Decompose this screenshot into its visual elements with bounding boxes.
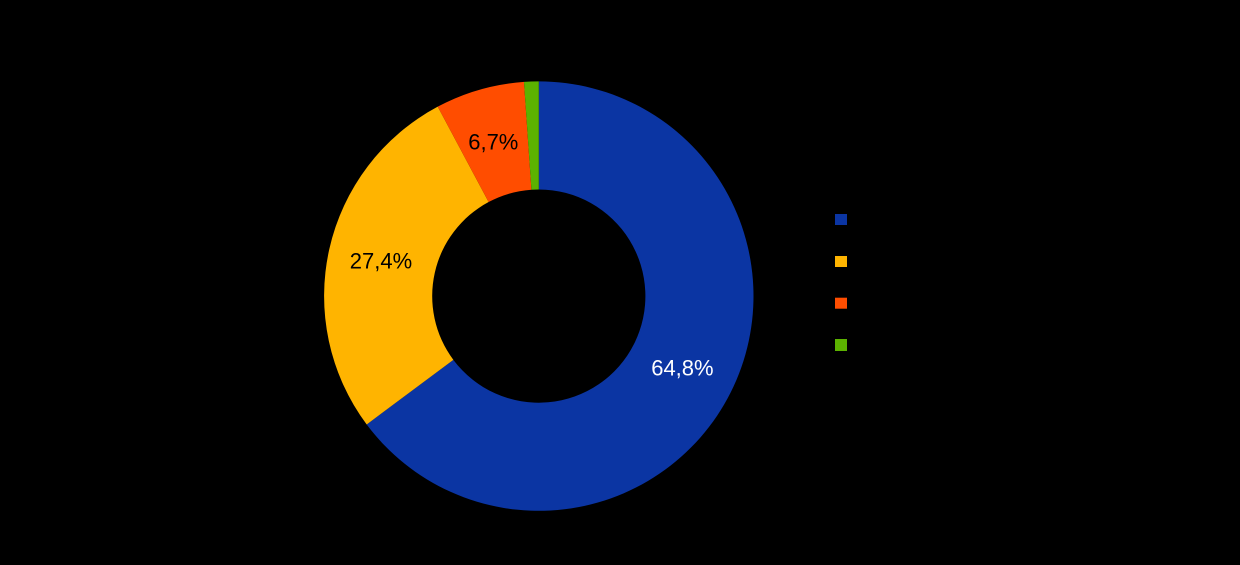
svg-text:64,8%: 64,8%	[651, 356, 713, 381]
svg-text:6,7%: 6,7%	[468, 130, 518, 155]
svg-text:27,4%: 27,4%	[350, 248, 412, 273]
